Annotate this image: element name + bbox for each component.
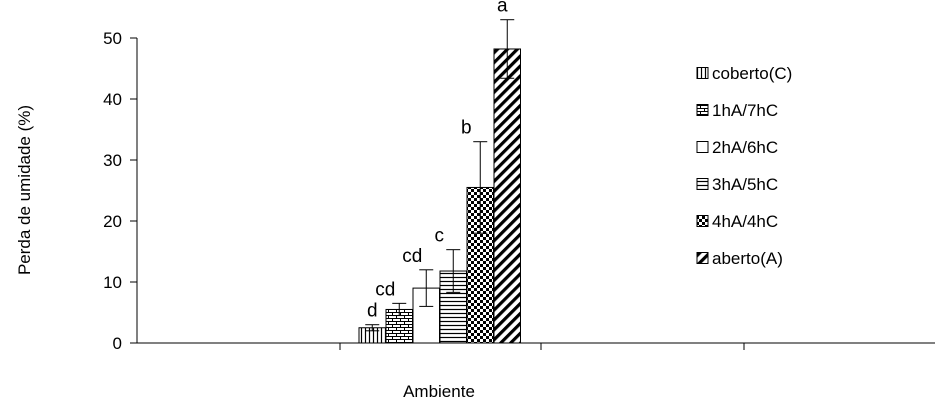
y-tick-label: 0 bbox=[113, 334, 122, 353]
legend-item-5: aberto(A) bbox=[696, 249, 783, 268]
y-tick-label: 30 bbox=[103, 151, 122, 170]
error-bar-0 bbox=[365, 324, 380, 332]
legend-item-0: coberto(C) bbox=[696, 64, 792, 83]
legend: coberto(C) 1hA/7hC 2hA/6hC 3hA/5hC 4hA/4hC ab… bbox=[696, 64, 792, 268]
y-tick-label: 40 bbox=[103, 90, 122, 109]
error-bar-3 bbox=[446, 249, 461, 293]
legend-label-5: aberto(A) bbox=[712, 249, 783, 268]
significance-label-3: c bbox=[435, 226, 445, 247]
legend-label-1: 1hA/7hC bbox=[712, 101, 778, 120]
legend-label-4: 4hA/4hC bbox=[712, 212, 778, 231]
y-axis-title: Perda de umidade (%) bbox=[15, 105, 34, 275]
y-ticks: 0 10 20 30 40 50 bbox=[103, 29, 137, 353]
bars bbox=[358, 48, 521, 344]
x-axis-title: Ambiente bbox=[403, 382, 475, 401]
bar-5 bbox=[493, 48, 521, 344]
error-bars bbox=[365, 19, 515, 332]
significance-label-1: cd bbox=[375, 279, 395, 300]
significance-label-0: d bbox=[367, 301, 378, 322]
axes bbox=[136, 38, 935, 350]
legend-label-2: 2hA/6hC bbox=[712, 138, 778, 157]
error-bar-2 bbox=[419, 269, 434, 307]
y-tick-label: 10 bbox=[103, 273, 122, 292]
y-tick-label: 50 bbox=[103, 29, 122, 48]
legend-item-4: 4hA/4hC bbox=[696, 212, 778, 231]
error-bar-4 bbox=[473, 141, 488, 234]
significance-label-5: a bbox=[497, 0, 508, 17]
error-bar-5 bbox=[500, 19, 515, 79]
legend-swatch-3 bbox=[696, 178, 709, 190]
legend-item-1: 1hA/7hC bbox=[696, 101, 778, 120]
significance-label-2: cd bbox=[402, 246, 422, 267]
legend-swatch-1 bbox=[696, 104, 709, 116]
legend-item-3: 3hA/5hC bbox=[696, 175, 778, 194]
error-bar-1 bbox=[392, 302, 407, 317]
legend-swatch-4 bbox=[696, 215, 709, 227]
significance-label-4: b bbox=[461, 118, 472, 139]
y-tick-label: 20 bbox=[103, 212, 122, 231]
legend-swatch-5 bbox=[696, 252, 709, 264]
legend-swatch-0 bbox=[696, 67, 709, 79]
legend-label-3: 3hA/5hC bbox=[712, 175, 778, 194]
legend-label-0: coberto(C) bbox=[712, 64, 792, 83]
legend-item-2: 2hA/6hC bbox=[696, 138, 778, 157]
legend-swatch-2 bbox=[696, 141, 709, 153]
